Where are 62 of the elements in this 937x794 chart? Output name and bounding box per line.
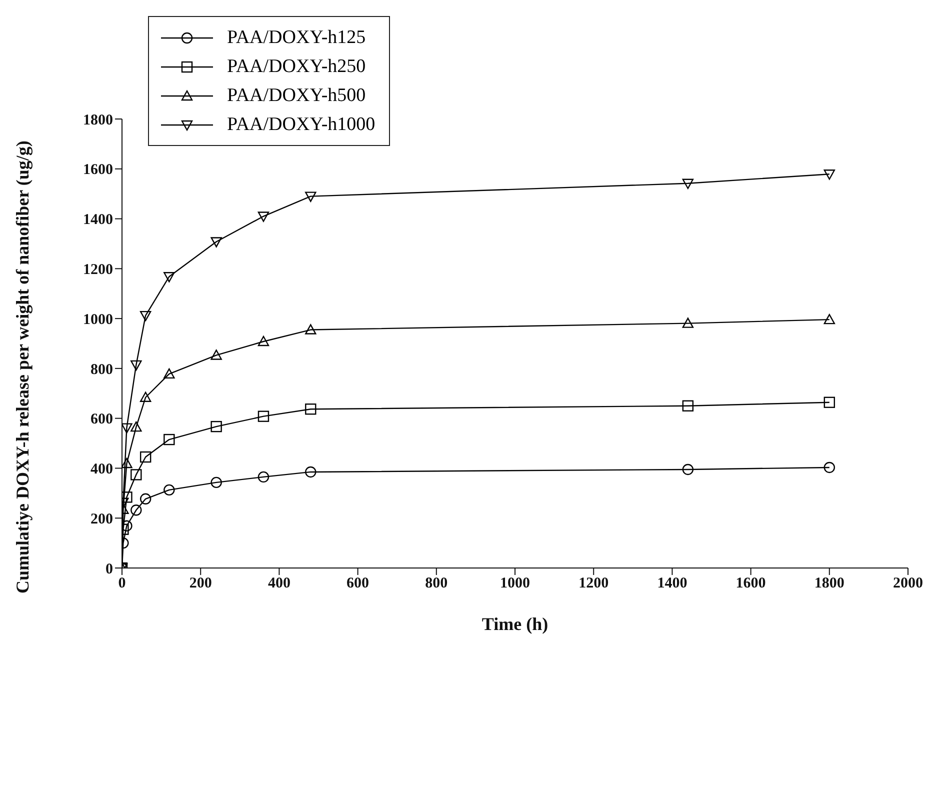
x-tick-label: 600 [346,576,370,592]
point [122,423,132,434]
point [210,476,222,488]
legend-label: PAA/DOXY-h250 [227,56,366,78]
y-tick-label: 200 [90,511,113,528]
point [210,420,222,432]
y-tick-label: 1000 [83,312,113,328]
y-tick-label: 400 [90,462,113,478]
x-tick-label: 400 [268,576,290,592]
point [122,492,132,503]
y-tick-label: 1400 [83,212,113,228]
point [164,272,175,282]
x-tick-label: 1200 [578,576,609,592]
point [122,458,132,468]
y-tick-label: 1200 [83,262,113,278]
point [130,504,142,516]
y-tick-label: 600 [90,412,113,428]
point [140,310,152,322]
point [824,314,835,324]
point [210,237,222,248]
point [140,392,152,402]
point [130,421,142,432]
point [164,434,175,446]
point [682,318,694,328]
y-tick-label: 1600 [83,162,113,178]
point [305,192,316,202]
point [305,324,316,334]
point [258,471,270,483]
x-tick-label: 200 [189,576,212,592]
point [258,410,270,422]
y-axis-title: Cumulatiye DOXY-h release per weight of nanofiber (ug/g) [12,140,32,594]
legend-label: PAA/DOXY-h500 [227,84,366,106]
legend-label: PAA/DOXY-h1000 [227,114,376,136]
point [682,178,694,189]
point [682,400,694,412]
point [682,464,694,476]
x-tick-label: 1600 [736,576,766,592]
point [130,469,142,480]
x-tick-label: 1400 [657,576,688,592]
point [164,368,175,379]
y-tick-label: 0 [106,561,113,578]
point [130,360,142,371]
x-tick-label: 1000 [500,576,530,592]
x-tick-label: 800 [425,576,448,592]
y-tick-label: 800 [90,362,113,378]
point [305,466,316,478]
point [140,451,152,463]
point [305,404,316,415]
point [164,484,175,496]
point [824,396,835,408]
point [824,170,835,180]
point [258,336,270,346]
x-tick-label: 2000 [893,576,923,592]
legend-label: PAA/DOXY-h125 [227,26,366,48]
point [210,350,222,360]
x-tick-label: 1800 [814,576,844,592]
y-tick-label: 1800 [83,112,113,128]
point [140,493,152,505]
x-tick-label: 0 [118,576,126,592]
point [258,212,270,222]
point [824,462,835,474]
x-axis-title: Time (h) [482,614,548,634]
